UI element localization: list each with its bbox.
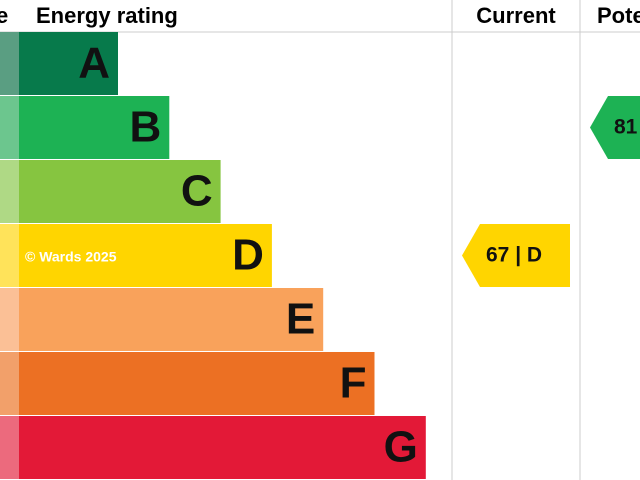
band-bar: [19, 416, 426, 479]
band-bar: [19, 96, 170, 159]
band-strip: [0, 96, 19, 159]
band-strip: [0, 416, 19, 479]
header-potential: Pote: [597, 3, 640, 28]
band-bar: [19, 160, 221, 223]
potential-label: 81: [614, 116, 638, 139]
header-current: Current: [476, 3, 556, 28]
band-strip: [0, 224, 19, 287]
band-strip: [0, 32, 19, 95]
band-letter: C: [181, 167, 213, 216]
band-bar: [19, 288, 324, 351]
band-bar: [19, 32, 118, 95]
current-arrow: [462, 224, 570, 287]
potential-arrow: [590, 96, 640, 159]
band-bar: [19, 224, 272, 287]
band-letter: F: [340, 359, 367, 408]
watermark: © Wards 2025: [25, 249, 117, 265]
band-letter: G: [384, 423, 418, 472]
band-strip: [0, 160, 19, 223]
band-strip: [0, 352, 19, 415]
band-strip: [0, 288, 19, 351]
band-letter: E: [286, 295, 315, 344]
current-label: 67 | D: [486, 244, 542, 267]
band-letter: A: [78, 39, 110, 88]
header-score: e: [0, 3, 8, 28]
band-letter: D: [232, 231, 264, 280]
band-letter: B: [130, 103, 162, 152]
header-rating: Energy rating: [36, 3, 178, 28]
band-bar: [19, 352, 375, 415]
